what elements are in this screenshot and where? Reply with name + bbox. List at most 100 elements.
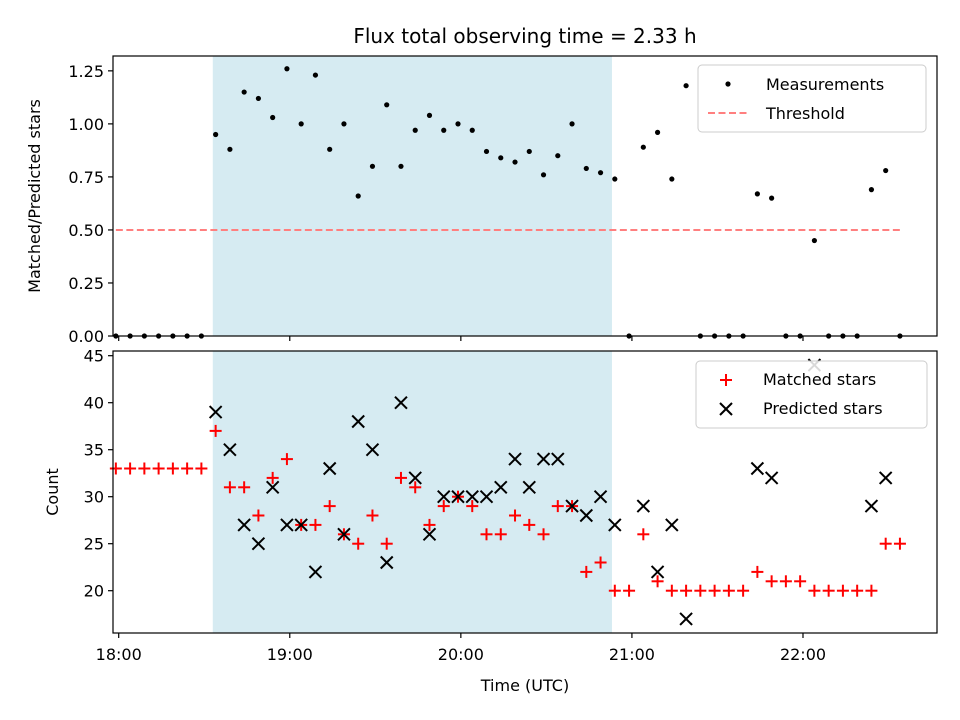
bottom-x-tick-label: 22:00 [780, 645, 826, 664]
bottom-y-tick-label: 25 [84, 535, 104, 554]
matched-star-point [637, 528, 650, 541]
bottom-y-tick-label: 45 [84, 347, 104, 366]
matched-star-point [665, 584, 678, 597]
top-y-tick-label: 0.25 [68, 274, 104, 293]
top-panel: 0.00 0.25 0.50 0.75 1.00 1.25 Matched/Predict… [25, 55, 938, 346]
measurement-point [769, 195, 775, 201]
measurement-point [483, 148, 490, 155]
matched-star-point [779, 575, 792, 588]
matched-star-point [808, 584, 821, 597]
matched-star-point [580, 565, 593, 578]
predicted-star-point [479, 489, 494, 504]
predicted-star-point [265, 480, 280, 495]
matched-star-point [238, 481, 251, 494]
matched-star-point [166, 462, 179, 475]
predicted-star-point [551, 452, 565, 466]
predicted-star-point [251, 536, 266, 551]
top-axes-frame [112, 55, 938, 337]
top-y-tick-label: 1.00 [68, 115, 104, 134]
legend-measurements-marker [725, 81, 731, 87]
matched-star-point [822, 584, 835, 597]
bottom-axes-frame [112, 350, 938, 634]
measurement-point [341, 121, 347, 127]
measurement-point [255, 95, 262, 102]
measurement-point [883, 167, 889, 174]
predicted-star-point [351, 414, 365, 429]
predicted-star-point [608, 518, 622, 532]
matched-star-point [794, 575, 807, 588]
measurement-point [555, 153, 561, 159]
matched-star-point [437, 500, 450, 513]
matched-star-point [722, 584, 735, 597]
legend-matched-label: Matched stars [763, 370, 876, 389]
bottom-y-tick-label: 40 [84, 394, 104, 413]
predicted-star-point [536, 452, 551, 466]
measurement-point [384, 102, 390, 108]
measurement-point [327, 146, 333, 152]
top-y-tick-label: 0.00 [68, 327, 104, 346]
predicted-star-point [878, 471, 893, 485]
matched-star-point [879, 537, 892, 550]
bottom-y-tick-label: 20 [84, 582, 104, 601]
predicted-star-point [408, 471, 422, 485]
matched-star-point [836, 584, 849, 597]
measurement-point [654, 129, 661, 135]
top-legend-box [697, 64, 927, 133]
matched-star-point [280, 453, 293, 466]
matched-star-point [223, 481, 236, 494]
top-y-tick-label: 0.50 [68, 221, 104, 240]
measurement-point [298, 121, 304, 127]
predicted-star-point [750, 461, 765, 476]
top-y-tick-label: 0.75 [68, 168, 104, 187]
legend-threshold-label: Threshold [765, 104, 845, 123]
matched-star-point [152, 462, 165, 475]
matched-star-point [423, 518, 436, 531]
predicted-star-point [237, 518, 251, 532]
measurement-point [469, 127, 475, 133]
matched-star-point [266, 471, 279, 484]
predicted-star-point [223, 442, 237, 457]
predicted-star-point [465, 489, 479, 504]
legend-measurements-label: Measurements [766, 75, 884, 94]
legend-predicted-marker [719, 402, 733, 416]
matched-star-point [551, 500, 564, 513]
predicted-star-point [451, 489, 465, 504]
measurement-point [683, 83, 689, 89]
matched-star-point [352, 537, 365, 550]
matched-star-point [737, 584, 750, 597]
predicted-star-point [508, 452, 522, 466]
bottom-x-ticks: 18:00 19:00 20:00 21:00 22:00 [96, 633, 826, 664]
predicted-star-point [565, 499, 579, 513]
matched-star-point [323, 500, 336, 513]
matched-star-point [124, 462, 137, 475]
matched-star-point [409, 481, 422, 494]
matched-star-point [608, 584, 621, 597]
matched-star-point [181, 462, 194, 475]
legend-predicted-label: Predicted stars [763, 399, 883, 418]
bottom-x-tick-label: 20:00 [438, 645, 484, 664]
top-legend: Measurements Threshold [697, 64, 927, 133]
bottom-plot-content [109, 358, 906, 626]
measurement-point [455, 121, 461, 127]
top-y-tick-label: 1.25 [68, 62, 104, 81]
matched-star-point [765, 575, 778, 588]
measurement-point [540, 172, 547, 178]
predicted-star-point [394, 395, 408, 410]
measurement-point [569, 121, 575, 127]
matched-star-point [466, 500, 479, 513]
predicted-star-point [337, 527, 351, 542]
predicted-star-point [764, 471, 779, 485]
measurement-point [312, 72, 319, 78]
predicted-star-point [864, 499, 879, 513]
measurement-point [213, 131, 219, 138]
bottom-y-tick-label: 30 [84, 488, 104, 507]
predicted-star-point [636, 499, 651, 513]
measurement-point [754, 191, 760, 197]
measurement-point [355, 193, 361, 199]
matched-star-point [252, 509, 265, 522]
matched-star-point [480, 528, 493, 541]
matched-star-point [509, 509, 522, 522]
measurement-point [640, 144, 646, 150]
matched-star-point [366, 509, 379, 522]
predicted-star-point [294, 518, 308, 532]
